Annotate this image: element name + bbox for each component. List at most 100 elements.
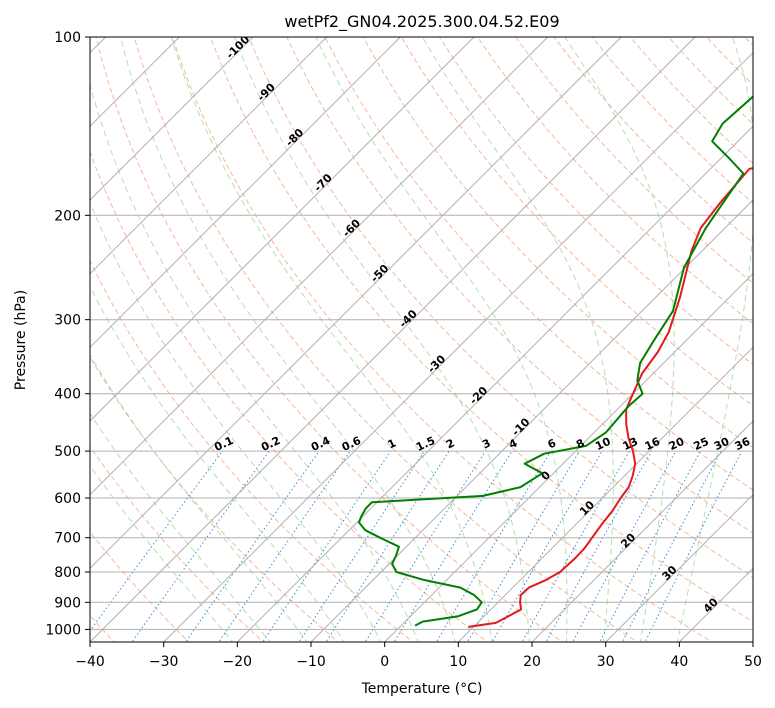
- moist-adiabat-line: [170, 37, 493, 642]
- moist-adiabat-line: [315, 37, 568, 642]
- moist-adiabat-line: [90, 412, 271, 642]
- x-axis: −40 −30 −20 −10 0 10 20 30 40 50: [75, 642, 762, 670]
- isotherm-line: [90, 37, 549, 496]
- dry-adiabat-line: [438, 37, 753, 366]
- mixing-ratio-label: 3: [480, 436, 492, 451]
- mixing-ratio-line: [325, 450, 450, 642]
- dry-adiabat-line: [706, 37, 753, 86]
- mixing-ratio-line: [185, 450, 320, 642]
- mixing-ratio-line: [218, 450, 351, 642]
- y-tick-label: 500: [54, 444, 81, 460]
- dry-adiabat-line: [90, 356, 339, 642]
- plot-frame: [89, 36, 754, 643]
- chart-title: wetPf2_GN04.2025.300.04.52.E09: [284, 12, 559, 32]
- x-tick-label: 40: [670, 654, 688, 670]
- y-tick-label: 400: [54, 387, 81, 403]
- isotherm-line: [310, 199, 753, 642]
- isotherm-label: -60: [340, 216, 363, 239]
- isotherm-line: [90, 37, 475, 422]
- moist-adiabat-line: [90, 464, 234, 642]
- isotherm-line: [752, 641, 753, 642]
- y-tick-label: 600: [54, 491, 81, 507]
- moist-adiabat-line: [90, 353, 308, 642]
- x-tick-label: 30: [597, 654, 615, 670]
- isotherm-line: [236, 125, 753, 642]
- mixing-ratio-label: 13: [621, 435, 640, 453]
- isotherm-line: [605, 493, 753, 642]
- isotherm-line: [90, 37, 254, 201]
- y-tick-label: 1000: [45, 622, 81, 638]
- profile-series: [358, 95, 753, 628]
- mixing-ratio-label: 2: [444, 436, 456, 451]
- y-tick-label: 100: [54, 30, 81, 46]
- mixing-ratio-line: [364, 450, 486, 642]
- mixing-ratio-line: [298, 450, 425, 642]
- isotherm-line: [384, 272, 753, 642]
- y-tick-label: 900: [54, 595, 81, 611]
- moist-adiabat-line: [90, 83, 419, 642]
- isotherm-line: [90, 37, 328, 275]
- y-tick-label: 300: [54, 313, 81, 329]
- y-axis-label: Pressure (hPa): [13, 290, 29, 390]
- isotherm-line: [678, 567, 753, 642]
- mixing-ratio-line: [644, 450, 743, 642]
- isotherm-label: 30: [660, 563, 680, 583]
- dry-adiabat-line: [744, 37, 753, 47]
- mixing-ratio-label: 10: [593, 435, 613, 453]
- dry-adiabat-line: [133, 37, 638, 642]
- mixing-ratio-label: 30: [712, 435, 732, 453]
- mixing-ratio-line: [599, 450, 701, 642]
- x-tick-label: 10: [449, 654, 467, 670]
- x-tick-label: −40: [75, 654, 105, 670]
- mixing-ratio-label: 8: [574, 436, 586, 451]
- x-tick-label: −10: [296, 654, 326, 670]
- dry-adiabat-line: [90, 150, 489, 642]
- isotherm-label: -40: [397, 307, 420, 330]
- mixing-ratio-line: [572, 450, 677, 642]
- isotherm-label: -90: [255, 80, 278, 103]
- isotherm-line: [457, 346, 753, 642]
- isotherm-label: -20: [467, 384, 490, 407]
- dry-adiabat-line: [591, 37, 753, 204]
- isotherm-label: -10: [509, 415, 532, 438]
- dewpoint-line: [358, 95, 753, 627]
- pressure-gridlines: [90, 37, 753, 630]
- mixing-ratio-label: 1: [386, 436, 398, 451]
- x-tick-label: −30: [149, 654, 179, 670]
- mixing-ratio-line: [131, 450, 270, 642]
- dry-adiabat-line: [362, 37, 753, 449]
- mixing-ratio-line: [466, 450, 580, 642]
- moist-adiabat-line: [422, 37, 614, 642]
- isotherm-label: 10: [577, 498, 597, 518]
- mixing-ratio-label: 36: [733, 435, 753, 453]
- background-lines: [90, 37, 753, 642]
- mixing-ratio-label: 20: [667, 435, 687, 453]
- isotherm-label: 40: [701, 595, 721, 615]
- x-tick-label: 0: [380, 654, 389, 670]
- mixing-ratio-label: 25: [692, 435, 711, 453]
- x-tick-label: 20: [523, 654, 541, 670]
- isotherm-label: -50: [368, 262, 391, 285]
- dry-adiabat-line: [171, 37, 713, 642]
- isotherm-line: [90, 37, 622, 570]
- mixing-ratio-line: [262, 450, 392, 642]
- isotherm-line: [90, 37, 401, 349]
- dry-adiabat-line: [95, 37, 564, 642]
- y-axis: 100 200 300 400 500 600 700 800 900 1000: [45, 30, 90, 638]
- y-tick-label: 700: [54, 531, 81, 547]
- dry-adiabat-line: [515, 37, 753, 284]
- dry-adiabat-line: [286, 37, 753, 534]
- dry-adiabat-line: [477, 37, 753, 325]
- isotherm-label: -30: [425, 352, 448, 375]
- isotherm-line: [163, 51, 753, 642]
- mixing-ratio-line: [90, 450, 223, 632]
- x-axis-label: Temperature (°C): [361, 681, 483, 697]
- mixing-ratio-label: 6: [546, 436, 559, 451]
- mixing-ratio-line: [621, 450, 722, 642]
- dry-adiabat-line: [324, 37, 753, 491]
- isotherm-line: [531, 420, 753, 642]
- mixing-ratio-line: [393, 450, 513, 642]
- temperature-line: [468, 167, 753, 628]
- mixing-ratio-label: 16: [643, 435, 663, 453]
